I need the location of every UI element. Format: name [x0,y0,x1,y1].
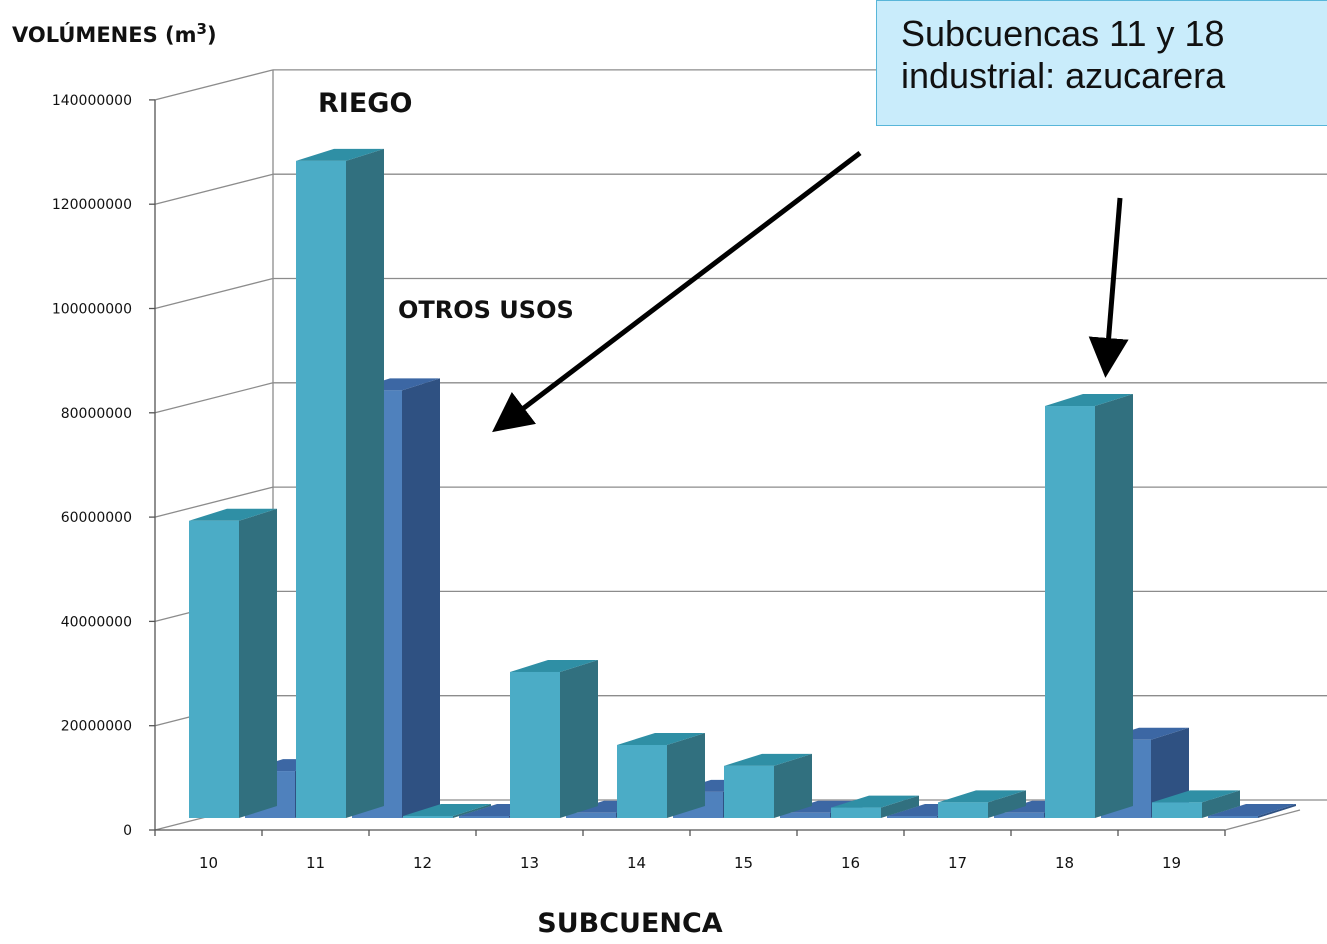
bar-riego [403,804,491,818]
bar-riego-front [617,744,667,818]
gridline-diagonal [154,277,274,310]
bar-riego-front [189,520,239,818]
bar-riego [724,753,812,818]
bar-riego-top [510,659,598,672]
bar-riego-side [560,659,598,818]
gridline-diagonal [154,486,274,518]
bar-riego-top [403,804,491,816]
bar-riego [617,732,705,818]
gridline-diagonal [154,173,274,205]
y-tick-label: 20000000 [61,719,132,735]
bar-otros-usos-front [1208,816,1258,818]
x-tick-label: 10 [199,854,218,872]
bar-otros-usos-front [780,812,830,818]
bar-riego-side [667,732,705,818]
bar-otros-usos-front [459,816,509,818]
series-label-riego: RIEGO [318,88,413,119]
bar-riego [1152,790,1240,818]
x-tick-label: 15 [734,854,753,872]
gridline-diagonal [154,69,274,101]
y-tick-label: 60000000 [61,510,132,526]
bar-riego-side [988,790,1026,818]
x-tick-label: 12 [413,854,432,872]
bar-riego-top [617,732,705,745]
bar-riego-front [1152,802,1202,818]
bar-riego [831,795,919,818]
annotation-callout: Subcuencas 11 y 18 industrial: azucarera [876,0,1327,126]
bar-riego-side [774,753,812,818]
bar-riego [938,790,1026,818]
x-tick-label: 13 [520,854,539,872]
bar-riego-front [724,765,774,818]
x-axis-title: SUBCUENCA [537,908,723,939]
y-tick-label: 40000000 [61,614,132,630]
y-tick-label: 80000000 [61,406,132,422]
y-tick-label: 140000000 [52,93,132,109]
arrow-to-otros-usos [492,151,862,433]
bar-riego-front [403,816,453,818]
bar-riego-side [881,795,919,818]
bar-riego-top [189,508,277,521]
bar-riego-top [296,148,384,161]
series-label-otros-usos: OTROS USOS [398,296,574,324]
bar-riego-side [346,148,384,818]
bar-riego-side [1095,394,1133,818]
bar-riego-side [239,508,277,818]
bar-riego-front [938,802,988,818]
gridline-diagonal [154,382,274,414]
bar-otros-usos-side [1258,804,1296,818]
bar-riego-front [510,671,560,818]
bar-riego-top [938,790,1026,803]
bar-riego [296,148,384,818]
x-tick-label: 14 [627,854,646,872]
x-tick-label: 18 [1055,854,1074,872]
floor-right-edge [1224,809,1301,831]
x-tick-label: 17 [948,854,967,872]
x-tick-label: 16 [841,854,860,872]
bar-riego-side [1202,790,1240,818]
y-tick-label: 120000000 [52,197,132,213]
y-tick-label: 0 [123,823,132,839]
bar-otros-usos-front [887,816,937,818]
bar-otros-usos-side [402,378,440,818]
annotation-line-2: industrial: azucarera [901,55,1226,96]
bar-riego-front [1045,406,1095,818]
arrow-to-subcuenca-18 [1088,197,1129,378]
bar-otros-usos [1208,804,1296,818]
annotation-line-1: Subcuencas 11 y 18 [901,13,1225,54]
x-tick-label: 19 [1162,854,1181,872]
bar-otros-usos-front [994,812,1044,818]
bar-riego [189,508,277,818]
bar-riego-front [296,160,346,818]
bar-otros-usos-top [1208,804,1296,816]
bars [189,148,1296,818]
y-axis-title: VOLÚMENES (m3) [12,20,217,47]
bar-riego-top [1045,394,1133,407]
y-tick-label: 100000000 [52,302,132,318]
bar-riego-side [453,804,491,818]
bar-riego-top [724,753,812,766]
bar-riego [1045,394,1133,818]
x-tick-label: 11 [306,854,325,872]
bar-otros-usos-front [566,812,616,818]
bar-riego-top [831,795,919,808]
bar-riego [510,659,598,818]
bar-riego-top [1152,790,1240,803]
bar-riego-front [831,807,881,818]
